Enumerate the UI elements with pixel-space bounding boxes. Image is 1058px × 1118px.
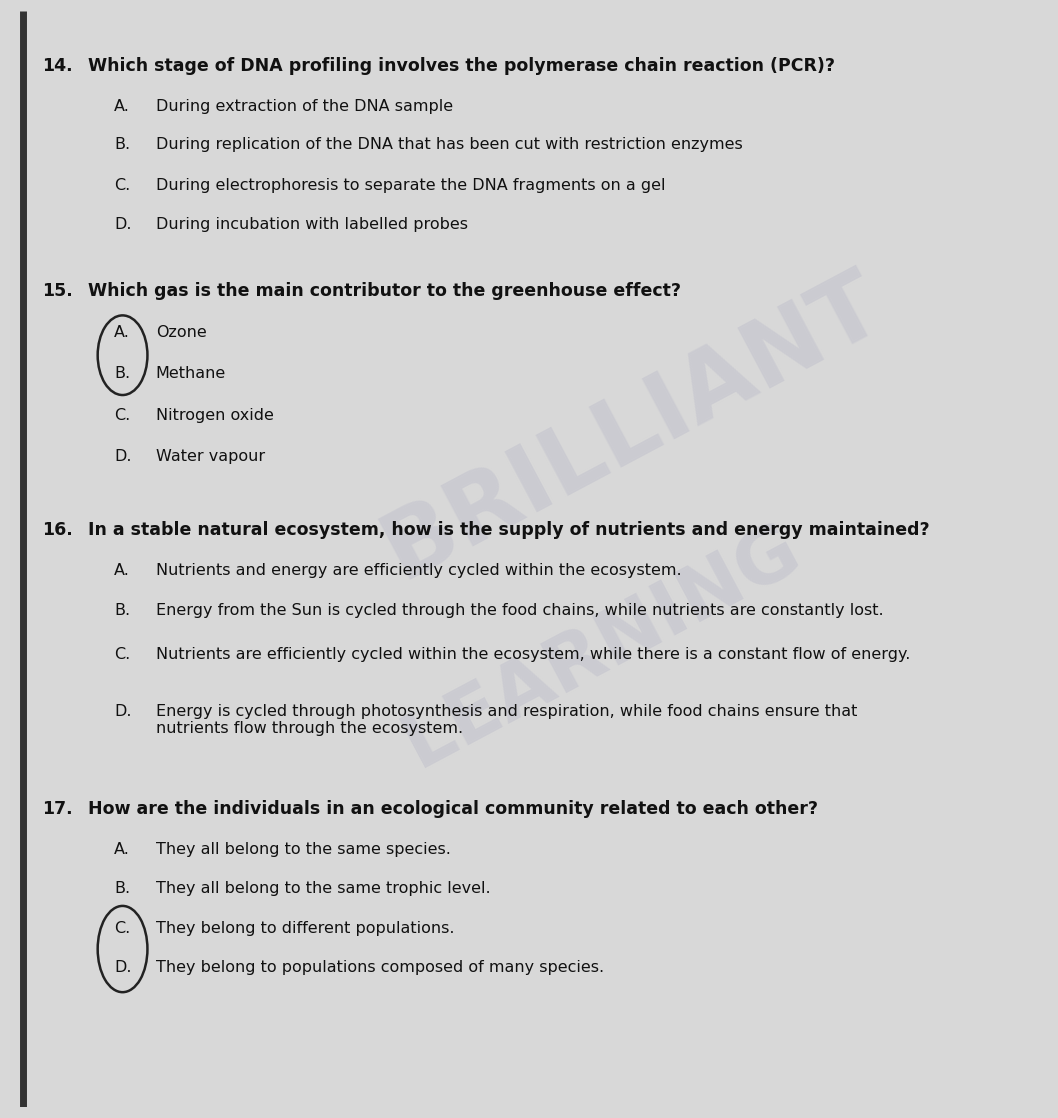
Text: Nutrients are efficiently cycled within the ecosystem, while there is a constant: Nutrients are efficiently cycled within … (156, 646, 910, 662)
Text: B.: B. (114, 881, 130, 897)
Text: C.: C. (114, 178, 130, 192)
Text: A.: A. (114, 563, 130, 578)
Text: B.: B. (114, 367, 130, 381)
Text: They all belong to the same species.: They all belong to the same species. (156, 842, 451, 856)
Text: During replication of the DNA that has been cut with restriction enzymes: During replication of the DNA that has b… (156, 138, 743, 152)
Text: LEARNING: LEARNING (391, 511, 813, 781)
Text: Energy is cycled through photosynthesis and respiration, while food chains ensur: Energy is cycled through photosynthesis … (156, 703, 857, 736)
Text: 15.: 15. (41, 282, 72, 300)
Text: Nitrogen oxide: Nitrogen oxide (156, 408, 274, 423)
Text: Nutrients and energy are efficiently cycled within the ecosystem.: Nutrients and energy are efficiently cyc… (156, 563, 681, 578)
Text: They belong to populations composed of many species.: They belong to populations composed of m… (156, 960, 604, 975)
Text: 17.: 17. (41, 800, 72, 818)
Text: Water vapour: Water vapour (156, 449, 264, 464)
Text: C.: C. (114, 408, 130, 423)
Text: D.: D. (114, 449, 132, 464)
Text: During electrophoresis to separate the DNA fragments on a gel: During electrophoresis to separate the D… (156, 178, 665, 192)
Text: A.: A. (114, 324, 130, 340)
Text: D.: D. (114, 703, 132, 719)
Text: A.: A. (114, 98, 130, 114)
Text: Energy from the Sun is cycled through the food chains, while nutrients are const: Energy from the Sun is cycled through th… (156, 603, 883, 618)
Text: Which gas is the main contributor to the greenhouse effect?: Which gas is the main contributor to the… (89, 282, 681, 300)
Text: D.: D. (114, 960, 132, 975)
Text: How are the individuals in an ecological community related to each other?: How are the individuals in an ecological… (89, 800, 818, 818)
Text: BRILLIANT: BRILLIANT (367, 257, 898, 598)
Text: They belong to different populations.: They belong to different populations. (156, 920, 454, 936)
Text: 16.: 16. (41, 521, 72, 539)
Text: During extraction of the DNA sample: During extraction of the DNA sample (156, 98, 453, 114)
Text: C.: C. (114, 920, 130, 936)
Text: D.: D. (114, 217, 132, 233)
Text: In a stable natural ecosystem, how is the supply of nutrients and energy maintai: In a stable natural ecosystem, how is th… (89, 521, 930, 539)
Text: A.: A. (114, 842, 130, 856)
Text: B.: B. (114, 603, 130, 618)
Text: Which stage of DNA profiling involves the polymerase chain reaction (PCR)?: Which stage of DNA profiling involves th… (89, 57, 836, 75)
Text: C.: C. (114, 646, 130, 662)
Text: During incubation with labelled probes: During incubation with labelled probes (156, 217, 468, 233)
Text: They all belong to the same trophic level.: They all belong to the same trophic leve… (156, 881, 490, 897)
Text: Methane: Methane (156, 367, 226, 381)
Text: B.: B. (114, 138, 130, 152)
Text: Ozone: Ozone (156, 324, 206, 340)
Text: 14.: 14. (41, 57, 72, 75)
